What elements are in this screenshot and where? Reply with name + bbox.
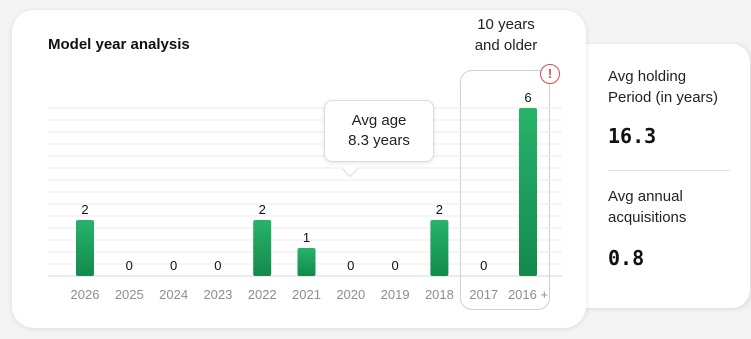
avg-acquisitions-value: 0.8	[608, 246, 645, 270]
older-group-label-line2: and older	[474, 37, 538, 54]
bar-2016[interactable]	[519, 108, 537, 276]
x-tick-label: 2019	[381, 287, 410, 302]
avg-age-label: Avg age	[351, 112, 407, 129]
older-group-label-line1: 10 years	[477, 16, 535, 33]
chart-title: Model year analysis	[48, 36, 190, 53]
bar-2022[interactable]	[253, 220, 272, 276]
x-tick-label: 2024	[159, 287, 188, 302]
exclamation-circle-icon[interactable]: !	[540, 64, 560, 84]
stats-divider	[608, 170, 730, 171]
avg-holding-value: 16.3	[608, 124, 657, 148]
x-tick-label: 2026	[71, 287, 100, 302]
avg-acquisitions-label-line1: Avg annual	[608, 188, 683, 205]
avg-acquisitions-label-line2: acquisitions	[608, 209, 687, 226]
older-group-label: 10 years and older	[460, 14, 552, 56]
x-tick-label: 2020	[336, 287, 365, 302]
data-label: 1	[303, 230, 310, 245]
avg-age-annotation: Avg age 8.3 years	[324, 100, 434, 162]
data-label: 0	[214, 258, 221, 273]
x-tick-label: 2022	[248, 287, 277, 302]
bar-2026[interactable]	[76, 220, 94, 276]
older-group-box	[460, 70, 550, 310]
avg-holding-label-line2: Period (in years)	[608, 89, 719, 106]
x-tick-label: 2023	[203, 287, 232, 302]
x-tick-label: 2018	[425, 287, 454, 302]
bar-2018[interactable]	[430, 220, 449, 276]
x-tick-label: 2017	[469, 287, 498, 302]
avg-age-value: 8.3 years	[348, 132, 410, 149]
x-tick-label: 2016 +	[508, 287, 548, 302]
stats-card	[580, 44, 750, 308]
data-label: 2	[259, 202, 266, 217]
x-tick-label: 2021	[292, 287, 321, 302]
data-label: 0	[126, 258, 133, 273]
data-label: 6	[524, 90, 531, 105]
data-label: 0	[480, 258, 487, 273]
avg-holding-label: Avg holding Period (in years)	[608, 66, 718, 108]
x-tick-label: 2025	[115, 287, 144, 302]
data-label: 2	[81, 202, 88, 217]
avg-acquisitions-label: Avg annual acquisitions	[608, 186, 686, 228]
data-label: 0	[170, 258, 177, 273]
data-label: 2	[436, 202, 443, 217]
avg-holding-label-line1: Avg holding	[608, 68, 687, 85]
bar-2021[interactable]	[297, 248, 316, 276]
data-label: 0	[347, 258, 354, 273]
data-label: 0	[391, 258, 398, 273]
